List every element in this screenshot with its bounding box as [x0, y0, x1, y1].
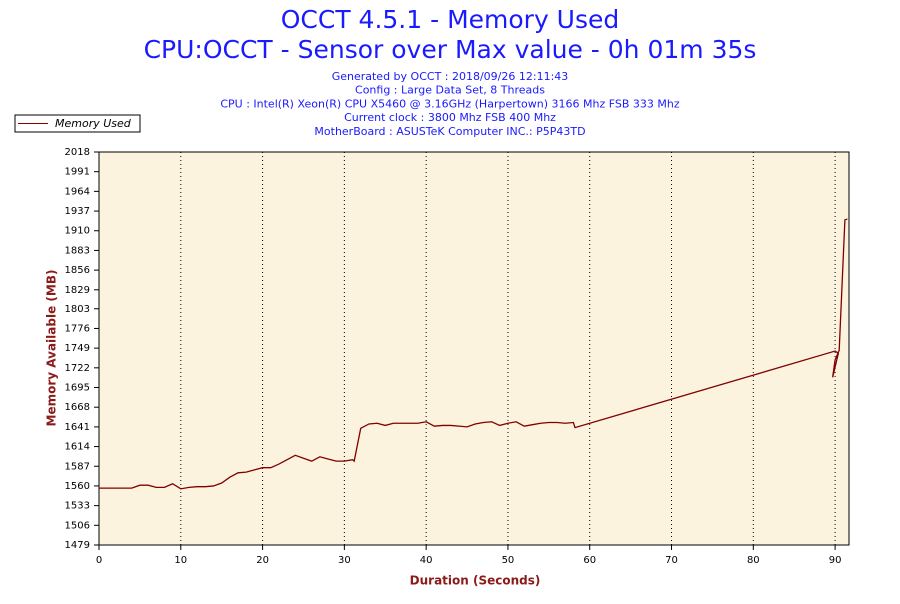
y-tick-label: 1991: [65, 167, 90, 178]
x-tick-label: 40: [420, 555, 433, 566]
x-tick-label: 10: [174, 555, 187, 566]
y-tick-label: 1668: [65, 402, 90, 413]
x-tick-label: 70: [665, 555, 678, 566]
y-tick-label: 1641: [65, 422, 90, 433]
legend-label: Memory Used: [55, 117, 132, 130]
y-tick-label: 1614: [65, 442, 90, 453]
y-tick-label: 1964: [65, 186, 90, 197]
y-tick-label: 1776: [65, 323, 90, 334]
series-line: [99, 218, 848, 490]
y-axis-label: Memory Available (MB): [45, 270, 59, 427]
y-tick-label: 1856: [65, 265, 90, 276]
x-tick-label: 0: [96, 555, 102, 566]
y-tick-label: 1695: [65, 383, 90, 394]
y-tick-label: 1479: [65, 540, 90, 551]
x-tick-label: 30: [338, 555, 351, 566]
y-tick-label: 2018: [65, 147, 90, 158]
x-axis-label: Duration (Seconds): [410, 574, 541, 588]
legend-box: [14, 114, 141, 133]
y-tick-label: 1506: [65, 520, 90, 531]
x-tick-label: 20: [256, 555, 269, 566]
y-tick-label: 1803: [65, 304, 90, 315]
y-tick-label: 1587: [65, 461, 90, 472]
annotation: CPU : Intel(R) Xeon(R) CPU X5460 @ 3.16G…: [220, 97, 680, 110]
chart-title: OCCT 4.5.1 - Memory Used: [281, 5, 620, 34]
plot-area: [98, 151, 850, 546]
y-tick-label: 1722: [65, 363, 90, 374]
annotation: Config : Large Data Set, 8 Threads: [355, 84, 545, 97]
annotation: MotherBoard : ASUSTeK Computer INC.: P5P…: [314, 125, 585, 138]
y-tick-label: 1829: [65, 285, 90, 296]
y-tick-label: 1910: [65, 226, 90, 237]
y-tick-label: 1749: [65, 343, 90, 354]
x-tick-label: 90: [829, 555, 842, 566]
x-tick-label: 60: [583, 555, 596, 566]
y-tick-label: 1883: [65, 245, 90, 256]
x-tick-label: 80: [747, 555, 760, 566]
y-tick-label: 1533: [65, 501, 90, 512]
chart-subtitle: CPU:OCCT - Sensor over Max value - 0h 01…: [144, 35, 757, 64]
annotation: Current clock : 3800 Mhz FSB 400 Mhz: [344, 111, 556, 124]
x-tick-label: 50: [502, 555, 515, 566]
annotation: Generated by OCCT : 2018/09/26 12:11:43: [332, 70, 569, 83]
y-tick-label: 1937: [65, 206, 90, 217]
y-tick-label: 1560: [65, 481, 90, 492]
